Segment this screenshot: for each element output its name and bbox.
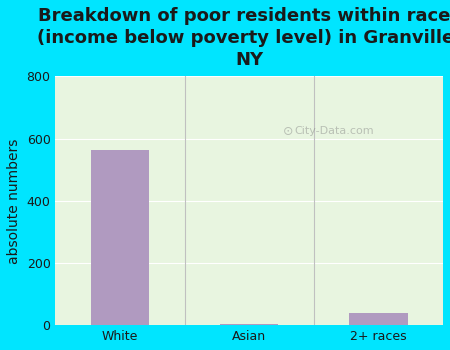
Bar (349, 313, 408, 325)
Title: Breakdown of poor residents within races
(income below poverty level) in Granvil: Breakdown of poor residents within races… (37, 7, 450, 69)
Bar (220, 324, 278, 325)
Bar (91, 149, 149, 325)
Text: City-Data.com: City-Data.com (295, 126, 374, 136)
Y-axis label: absolute numbers: absolute numbers (7, 138, 21, 264)
Text: ⊙: ⊙ (283, 125, 293, 138)
